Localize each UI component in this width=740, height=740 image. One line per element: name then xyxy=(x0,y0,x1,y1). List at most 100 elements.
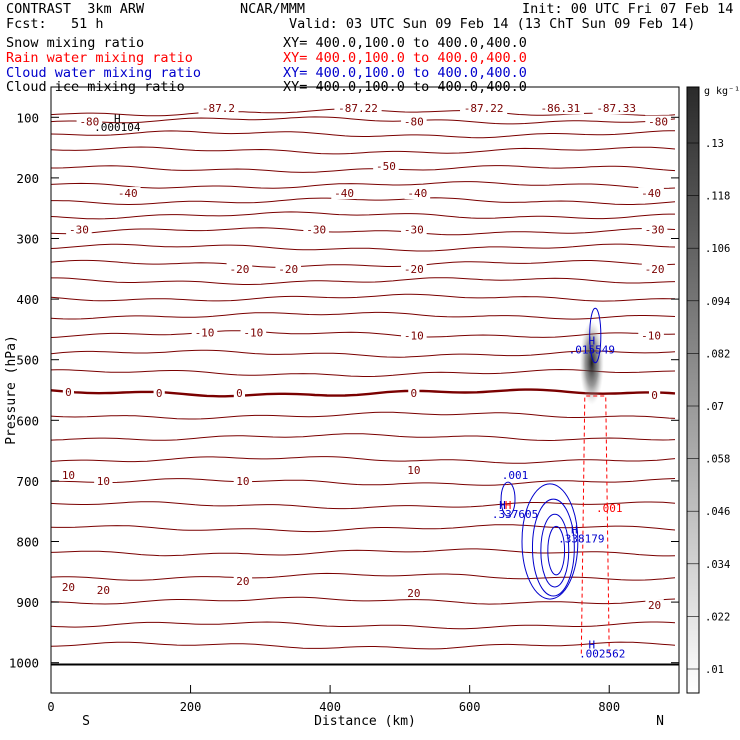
isotherm-label-bg xyxy=(592,102,640,115)
extremum-label: .338179 xyxy=(558,532,604,545)
isotherm-label-bg xyxy=(233,474,253,487)
isotherm-label: -40 xyxy=(334,187,354,200)
field-xy-snow: XY= 400.0,100.0 to 400.0,400.0 xyxy=(283,35,527,51)
colorbar-label: .094 xyxy=(705,296,730,308)
init-time: Init: 00 UTC Fri 07 Feb 14 xyxy=(522,1,734,17)
extremum-label: .337605 xyxy=(492,508,538,521)
isotherm-label: -30 xyxy=(69,223,89,236)
isotherm-label: 0 xyxy=(156,387,163,400)
isotherm-label: -87.22 xyxy=(338,102,378,115)
isotherm-label: 0 xyxy=(236,387,243,400)
north-label: N xyxy=(656,714,664,729)
field-name-cloud-water: Cloud water mixing ratio xyxy=(6,65,202,81)
isotherm-line xyxy=(51,227,676,236)
isotherm-line xyxy=(51,478,676,486)
isotherm-label-bg xyxy=(645,115,671,128)
isotherm-label-bg xyxy=(331,187,357,200)
y-tick-label: 500 xyxy=(16,353,39,368)
isotherm-line xyxy=(51,116,676,125)
cloud-ice-shading xyxy=(579,320,604,405)
extremum-label: H xyxy=(571,523,578,536)
isotherm-line xyxy=(51,349,676,358)
cloud-water-contour xyxy=(589,307,602,364)
isotherm-label: -86.31 xyxy=(541,102,581,115)
extremum-label: H xyxy=(588,639,595,652)
colorbar-label: .022 xyxy=(705,611,730,623)
isotherm-label: 20 xyxy=(648,599,661,612)
isotherm-line xyxy=(51,388,676,398)
isotherm-label: 10 xyxy=(236,475,249,488)
x-axis-title: Distance (km) xyxy=(314,714,416,729)
isotherm-line xyxy=(51,165,676,173)
isotherm-label-bg xyxy=(198,102,239,115)
isotherm-label-bg xyxy=(645,599,664,612)
x-tick-label: 800 xyxy=(598,700,620,714)
isotherm-label-bg xyxy=(59,468,78,481)
isotherm-label: -30 xyxy=(306,223,326,236)
isotherm-label-bg xyxy=(638,187,664,200)
isotherm-label: -30 xyxy=(645,223,665,236)
isotherm-line xyxy=(51,243,676,252)
isotherm-label-bg xyxy=(76,115,103,128)
isotherm-line xyxy=(51,277,676,285)
isotherm-line xyxy=(51,621,676,630)
isotherm-label: 10 xyxy=(407,464,420,477)
isotherm-label: -40 xyxy=(118,187,138,200)
field-xy-rain: XY= 400.0,100.0 to 400.0,400.0 xyxy=(283,50,527,66)
isotherm-label-bg xyxy=(404,587,424,600)
isotherm-label-bg xyxy=(226,262,253,275)
colorbar-label: .01 xyxy=(705,664,724,676)
isotherm-label-bg xyxy=(94,583,113,596)
plot-frame xyxy=(50,86,680,694)
isotherm-label: -20 xyxy=(645,263,665,276)
y-tick-label: 900 xyxy=(16,595,39,610)
colorbar-label: .118 xyxy=(705,191,730,203)
model-title: CONTRAST 3km ARW xyxy=(6,1,145,17)
isotherm-label: -40 xyxy=(407,187,427,200)
isotherm-label: 20 xyxy=(407,587,420,600)
extremum-label: .001 xyxy=(502,469,529,482)
colorbar-label: .058 xyxy=(705,454,730,466)
y-tick-label: 700 xyxy=(16,474,39,489)
cloud-water-contour xyxy=(521,483,579,600)
isotherm-label: 20 xyxy=(97,584,110,597)
extremum-label: H xyxy=(588,334,595,347)
isotherm-label-bg xyxy=(536,102,584,115)
isotherm-label-bg xyxy=(59,580,78,593)
isotherm-label-bg xyxy=(373,159,399,172)
isotherm-line xyxy=(51,146,676,155)
isotherm-label-bg xyxy=(408,387,420,400)
isotherm-line xyxy=(51,596,676,605)
extremum-label: H xyxy=(505,499,512,512)
isotherm-label-bg xyxy=(66,223,92,236)
isotherm-label: 0 xyxy=(651,389,658,402)
colorbar-label: .046 xyxy=(705,506,730,518)
isotherm-line xyxy=(51,572,676,581)
cloud-water-contour xyxy=(531,498,575,597)
isotherm-label-bg xyxy=(401,262,427,275)
cloud-water-contour xyxy=(500,481,516,517)
isotherm-label: 10 xyxy=(62,469,75,482)
isotherm-line xyxy=(51,211,675,220)
isotherm-label-bg xyxy=(233,387,245,400)
cloud-water-contour xyxy=(547,525,566,576)
isotherm-label-bg xyxy=(275,262,302,275)
isotherm-label-bg xyxy=(191,326,218,339)
extremum-label: H xyxy=(499,499,506,512)
isotherm-label: -20 xyxy=(278,263,298,276)
isotherm-label-bg xyxy=(404,187,431,200)
isotherm-label-bg xyxy=(401,115,427,128)
isotherm-label-bg xyxy=(401,223,427,236)
isotherm-line xyxy=(51,197,676,206)
cloud-water-contour xyxy=(540,513,570,588)
isotherm-label: -40 xyxy=(641,187,661,200)
isotherm-label: -87.33 xyxy=(596,102,636,115)
isotherm-line xyxy=(51,130,675,139)
extremum-label: .000104 xyxy=(94,121,141,134)
colorbar-label: .034 xyxy=(705,559,730,571)
isotherm-label-bg xyxy=(303,223,329,236)
x-tick-label: 400 xyxy=(319,700,341,714)
isotherm-line xyxy=(51,548,676,557)
colorbar-label: .082 xyxy=(705,348,730,360)
